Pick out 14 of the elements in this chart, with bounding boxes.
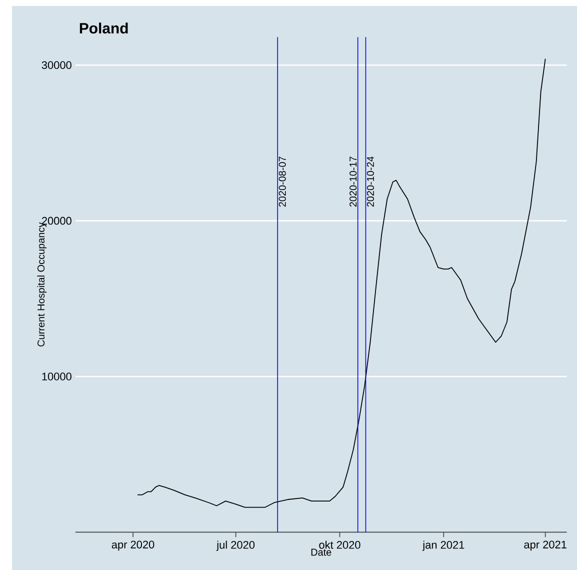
ref-line-label: 2020-10-24	[366, 156, 374, 207]
chart-title: Poland	[80, 22, 128, 34]
ref-line-label: 2020-08-07	[278, 156, 286, 207]
x-tick-label: apr 2020	[112, 540, 154, 551]
x-tick-label: jan 2021	[422, 540, 464, 551]
x-tick-label: apr 2021	[524, 540, 566, 551]
x-tick-label: okt 2020	[319, 540, 360, 549]
y-tick-label: 30000	[42, 61, 72, 69]
x-tick-label: jul 2020	[216, 540, 255, 551]
y-tick-label: 10000	[42, 372, 72, 380]
y-tick-label: 20000	[42, 216, 72, 225]
x-axis-title: Date	[311, 548, 332, 556]
y-axis-title: Current Hospital Occupancy	[37, 222, 47, 346]
ref-line-label: 2020-10-17	[350, 156, 357, 207]
